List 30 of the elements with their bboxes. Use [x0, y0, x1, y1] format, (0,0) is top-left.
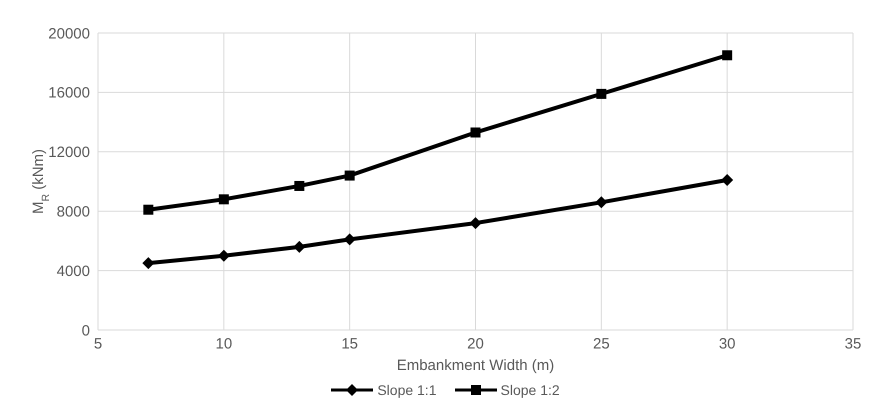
- y-tick-label: 8000: [56, 204, 90, 221]
- point: [595, 196, 608, 208]
- y-tick-label: 12000: [48, 144, 90, 162]
- point: [293, 240, 306, 253]
- legend-label: Slope 1:1: [376, 382, 436, 398]
- point: [470, 217, 482, 230]
- point: [294, 180, 304, 191]
- y-tick-label: 16000: [48, 84, 90, 102]
- x-tick-label: 5: [94, 336, 102, 353]
- point: [722, 50, 732, 60]
- point: [721, 174, 734, 186]
- point: [218, 194, 229, 204]
- point: [344, 233, 356, 246]
- x-tick-label: 30: [718, 336, 736, 353]
- point: [143, 204, 154, 215]
- x-tick-label: 10: [215, 336, 232, 353]
- y-tick-label: 20000: [48, 25, 90, 42]
- point: [142, 257, 154, 270]
- x-axis-title: Embankment Width (m): [396, 357, 554, 374]
- x-tick-label: 25: [592, 336, 610, 353]
- x-tick-label: 15: [341, 336, 358, 353]
- y-tick-label: 4000: [56, 262, 90, 280]
- legend-label: Slope 1:2: [500, 382, 560, 398]
- x-tick-label: 35: [844, 336, 862, 353]
- point: [470, 127, 480, 138]
- point: [344, 170, 355, 181]
- point: [596, 88, 606, 99]
- y-tick-label: 0: [82, 322, 90, 340]
- point: [218, 250, 230, 262]
- x-tick-label: 20: [467, 336, 484, 353]
